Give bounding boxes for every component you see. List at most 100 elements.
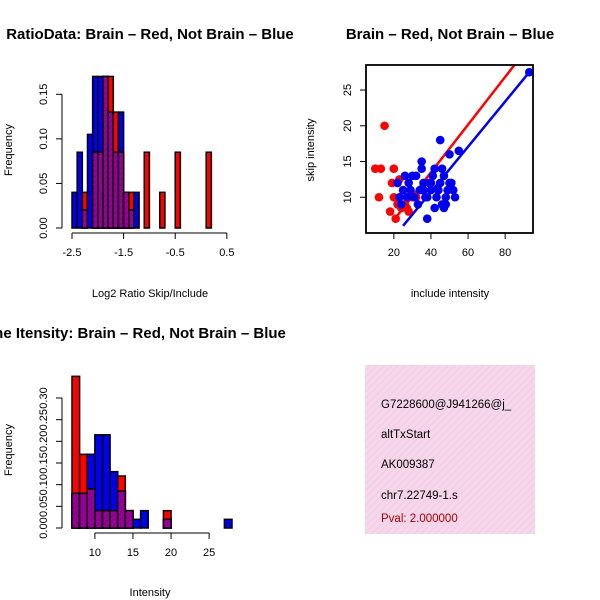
ratio-y-tick-label: 0.15 [38, 84, 50, 105]
scatter-point-not-brain [400, 171, 410, 181]
scatter-y-tick-label: 10 [342, 191, 354, 203]
ratio-bar-overlap-hatch [92, 152, 98, 228]
scatter-point-not-brain [448, 185, 458, 195]
intensity-bar-not-brain [132, 518, 142, 529]
intensity-bar-overlap-hatch [117, 491, 126, 528]
scatter-point-not-brain [445, 178, 454, 188]
intensity-title: Gene Itensity: Brain – Red, Not Brain – … [0, 325, 286, 342]
ratio-bar-not-brain [71, 191, 78, 229]
scatter-fit-line-not-brain [402, 71, 531, 227]
ratio-bar-overlap-hatch [123, 192, 129, 228]
intensity-bar-not-brain [223, 518, 233, 529]
scatter-point-not-brain [406, 185, 415, 195]
intensity-bar-overlap-hatch [163, 519, 172, 528]
scatter-x-tick-label: 40 [425, 247, 437, 259]
intensity-bar-overlap-hatch [72, 493, 80, 528]
scatter-point-not-brain [411, 171, 421, 181]
scatter-frame [365, 64, 534, 234]
scatter-x-tick-label: 60 [462, 247, 474, 259]
intensity-y-tick-label: 0.00 [38, 517, 50, 538]
scatter-point-not-brain [417, 157, 426, 166]
scatter-plot: Brain – Red, Not Brain – Blue include in… [305, 26, 554, 300]
scatter-point-not-brain [441, 192, 451, 202]
scatter-point-brain [380, 121, 389, 131]
ratio-bar-overlap-hatch [108, 112, 114, 228]
intensity-x-tick-label: 15 [127, 547, 139, 559]
intensity-bar-not-brain [139, 509, 149, 529]
intensity-x-tick-label: 20 [165, 547, 177, 559]
scatter-y-tick-label: 25 [342, 84, 354, 96]
intensity-bar-overlap-hatch [125, 510, 133, 528]
scatter-point-not-brain [450, 192, 460, 202]
info-line-locus: chr7.22749-1.s [381, 490, 458, 502]
info-line-event: altTxStart [381, 429, 431, 441]
scatter-point-not-brain [402, 192, 412, 202]
ratio-x-tick-label: -2.5 [63, 247, 82, 259]
ratio-bar-overlap-hatch [113, 152, 119, 228]
scatter-point-not-brain [435, 135, 445, 145]
scatter-y-tick-label: 20 [342, 120, 354, 132]
scatter-point-not-brain [428, 171, 438, 181]
info-panel: G7228600@J941266@j_ altTxStart AK009387 … [365, 365, 535, 534]
intensity-histogram: Gene Itensity: Brain – Red, Not Brain – … [0, 325, 286, 599]
intensity-bar-overlap-hatch [110, 510, 118, 528]
scatter-xlabel: include intensity [411, 288, 490, 300]
intensity-y-tick-label: 0.05 [38, 496, 50, 517]
scatter-point-brain [376, 164, 386, 173]
scatter-x-tick-label: 80 [499, 247, 511, 259]
scatter-point-not-brain [417, 164, 426, 173]
info-line-accession: AK009387 [381, 459, 435, 471]
scatter-point-not-brain [393, 178, 402, 188]
ratio-y-tick-label: 0.10 [38, 128, 50, 149]
scatter-point-brain [389, 164, 399, 173]
scatter-ylabel: skip intensity [305, 118, 317, 181]
scatter-point-brain [374, 192, 384, 202]
scatter-x-tick-label: 20 [388, 247, 400, 259]
ratio-bar-overlap-hatch [102, 76, 109, 228]
ratio-x-tick-label: 0.5 [219, 247, 234, 259]
ratio-histogram: RatioData: Brain – Red, Not Brain – Blue… [3, 26, 294, 300]
scatter-point-not-brain [396, 200, 406, 209]
scatter-point-not-brain [398, 185, 408, 195]
intensity-y-tick-label: 0.10 [38, 474, 50, 495]
ratio-bar-brain [143, 151, 151, 229]
scatter-point-not-brain [434, 185, 443, 195]
ratio-bar-overlap-hatch [82, 210, 88, 228]
intensity-x-tick-label: 25 [203, 547, 215, 559]
scatter-point-not-brain [430, 203, 439, 213]
ratio-bar-overlap-hatch [128, 210, 134, 228]
intensity-y-tick-label: 0.15 [38, 452, 50, 473]
ratio-title: RatioData: Brain – Red, Not Brain – Blue [6, 26, 294, 43]
info-line-id: G7228600@J941266@j_ [381, 399, 512, 411]
scatter-point-not-brain [404, 178, 413, 188]
scatter-point-not-brain [430, 164, 439, 173]
intensity-bar-overlap-hatch [87, 489, 95, 528]
intensity-ylabel: Frequency [3, 424, 15, 476]
scatter-point-not-brain [454, 146, 464, 156]
intensity-bar-overlap-hatch [102, 510, 111, 528]
ratio-bar-brain [158, 191, 166, 229]
scatter-point-not-brain [395, 192, 404, 202]
ratio-bar-not-brain [133, 191, 140, 229]
ratio-bar-not-brain [76, 151, 84, 229]
ratio-bar-brain [205, 151, 213, 229]
scatter-title: Brain – Red, Not Brain – Blue [346, 26, 554, 43]
ratio-xlabel: Log2 Ratio Skip/Include [92, 288, 208, 300]
ratio-bar-overlap-hatch [118, 152, 124, 228]
scatter-point-not-brain [439, 203, 449, 213]
intensity-y-tick-label: 0.30 [38, 387, 50, 408]
ratio-ylabel: Frequency [3, 124, 15, 176]
ratio-bar-not-brain [86, 133, 94, 229]
ratio-x-tick-label: -0.5 [166, 247, 185, 259]
intensity-y-tick-label: 0.25 [38, 409, 50, 430]
scatter-point-brain [385, 207, 395, 216]
ratio-x-tick-label: -1.5 [114, 247, 133, 259]
ratio-bar-brain [174, 151, 182, 229]
ratio-y-tick-label: 0.00 [38, 217, 50, 238]
scatter-y-tick-label: 15 [342, 155, 354, 167]
intensity-xlabel: Intensity [130, 587, 171, 599]
intensity-bar-overlap-hatch [94, 510, 103, 528]
info-pval: Pval: 2.000000 [381, 513, 458, 525]
info-panel-background [365, 365, 535, 534]
